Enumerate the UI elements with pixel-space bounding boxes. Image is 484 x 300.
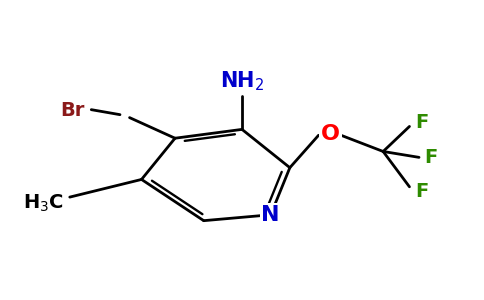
Text: F: F [415, 112, 428, 131]
Text: H$_3$C: H$_3$C [23, 192, 64, 214]
Text: O: O [321, 124, 340, 144]
Text: NH$_2$: NH$_2$ [220, 69, 264, 93]
Text: F: F [424, 148, 438, 167]
Text: N: N [261, 205, 280, 225]
Text: Br: Br [60, 101, 84, 120]
Text: F: F [415, 182, 428, 201]
